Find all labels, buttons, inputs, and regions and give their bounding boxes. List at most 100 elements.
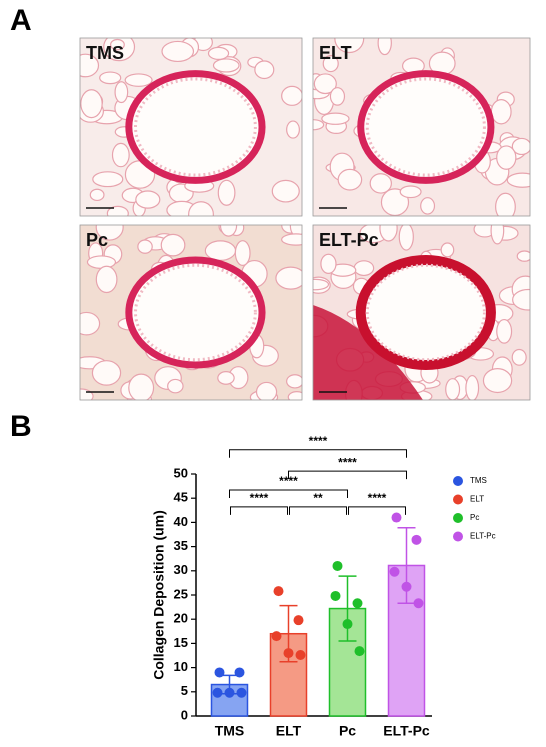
image-label: ELT-Pc	[319, 230, 379, 250]
legend-label: Pc	[470, 513, 479, 522]
alveolus	[217, 371, 235, 385]
image-label: TMS	[86, 43, 124, 63]
chart: 0 5 10 15 20 25 30 35 40 45 50 Collagen Deposition …	[151, 434, 496, 739]
airway-wall	[125, 256, 266, 369]
alveolus	[445, 378, 461, 400]
alveolus	[80, 89, 103, 119]
alveolus	[440, 242, 455, 258]
y-tick-label: 5	[181, 683, 188, 698]
alveolus	[495, 192, 516, 216]
data-point	[411, 534, 422, 545]
alveolus	[377, 38, 392, 56]
panel-label: B	[10, 410, 32, 443]
y-tick-label: 20	[174, 611, 188, 626]
x-tick-label: TMS	[215, 723, 245, 739]
alveolus	[275, 266, 302, 290]
y-tick-label: 15	[174, 635, 188, 650]
x-tick-label: ELT-Pc	[383, 723, 430, 739]
alveolus	[281, 233, 302, 246]
alveolus	[399, 185, 422, 199]
alveolus	[271, 179, 300, 203]
alveolus	[490, 225, 505, 245]
histology-image: ELT-Pc	[312, 224, 531, 401]
data-point	[342, 619, 353, 630]
data-point	[283, 648, 294, 659]
image-content	[80, 38, 302, 216]
significance-label: ****	[250, 491, 269, 505]
y-tick-label: 10	[174, 659, 188, 674]
legend-label: ELT-Pc	[470, 532, 496, 541]
alveolus	[217, 179, 236, 206]
significance-label: ****	[309, 434, 328, 448]
significance-bracket	[230, 506, 288, 515]
y-tick-label: 40	[174, 514, 188, 529]
data-point	[212, 687, 223, 698]
alveolus	[111, 142, 130, 168]
y-tick-label: 45	[174, 490, 188, 505]
image-border	[79, 224, 303, 401]
image-content	[313, 225, 530, 400]
alveolus	[80, 388, 94, 400]
alveolus	[398, 225, 414, 251]
data-point	[224, 687, 235, 698]
alveolus	[95, 265, 118, 294]
legend-marker	[453, 513, 463, 523]
legend-marker	[453, 476, 463, 486]
y-tick-label: 35	[174, 538, 188, 553]
data-point	[295, 650, 306, 661]
image-border	[312, 224, 531, 401]
alveolus	[490, 99, 512, 125]
significance-label: ****	[279, 474, 298, 488]
alveolus	[496, 145, 517, 170]
image-border	[79, 37, 303, 217]
alveolus	[313, 73, 337, 95]
alveolus	[91, 360, 122, 386]
data-point	[352, 598, 363, 609]
histology-image: TMS	[79, 37, 303, 217]
alveolus	[516, 250, 530, 262]
data-point	[401, 581, 412, 592]
alveolus	[161, 40, 195, 63]
alveolus	[135, 190, 161, 209]
alveolus	[320, 253, 337, 275]
dense-tissue	[313, 305, 423, 400]
data-point	[293, 615, 304, 626]
image-grid: TMS ELT Pc ELT-Pc	[79, 37, 531, 401]
alveolus	[512, 288, 530, 311]
data-point	[391, 512, 402, 523]
airway-wall	[357, 70, 495, 184]
alveolus	[234, 240, 251, 266]
alveolus	[106, 205, 129, 216]
alveolus	[511, 137, 530, 156]
alveolus	[329, 87, 346, 106]
alveolus	[511, 348, 527, 366]
data-point	[389, 566, 400, 577]
x-tick-label: ELT	[276, 723, 302, 739]
x-tick-label: Pc	[339, 723, 356, 739]
alveolus	[337, 168, 363, 191]
significance-bracket	[229, 449, 407, 458]
alveolus	[281, 85, 302, 106]
alveolus	[212, 58, 240, 73]
significance-bracket	[288, 470, 407, 480]
y-tick-label: 0	[181, 707, 188, 722]
alveolus	[92, 171, 124, 188]
alveolus	[99, 71, 122, 85]
alveolus	[321, 112, 350, 125]
alveolus	[465, 374, 480, 400]
image-content	[80, 225, 302, 400]
alveolus	[496, 318, 513, 344]
alveolus	[89, 188, 105, 202]
alveolus	[379, 225, 398, 242]
alveolus	[286, 374, 302, 389]
airway-epithelium	[365, 77, 486, 177]
alveolus	[287, 391, 302, 400]
significance-bracket	[229, 489, 348, 498]
y-tick-label: 50	[174, 465, 188, 480]
airway-wall	[125, 70, 266, 184]
image-label: Pc	[86, 230, 108, 250]
alveolus	[322, 55, 339, 73]
legend-marker	[453, 531, 463, 542]
histology-image: Pc	[79, 224, 303, 401]
alveolus	[313, 278, 330, 291]
